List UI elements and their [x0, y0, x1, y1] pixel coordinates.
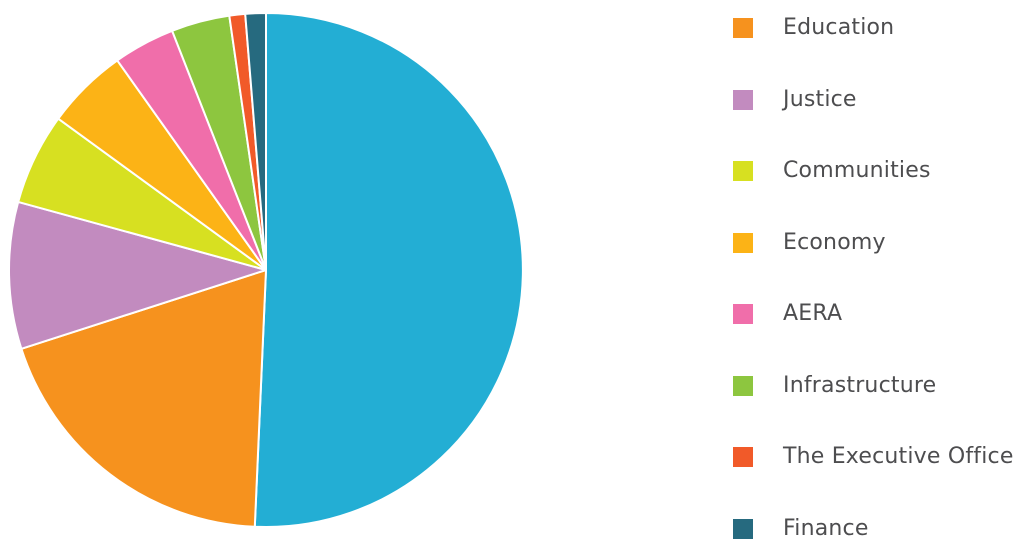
legend-item-infrastructure: Infrastructure	[733, 374, 936, 398]
legend-label-finance: Finance	[783, 516, 869, 541]
legend-swatch-education	[733, 18, 753, 38]
legend-item-economy: Economy	[733, 231, 886, 255]
legend-swatch-justice	[733, 90, 753, 110]
legend-label-economy: Economy	[783, 230, 886, 255]
legend-swatch-aera	[733, 304, 753, 324]
legend-label-aera: AERA	[783, 301, 843, 326]
legend-label-communities: Communities	[783, 158, 931, 183]
legend-label-the-executive-office: The Executive Office	[783, 444, 1014, 469]
legend-label-infrastructure: Infrastructure	[783, 373, 937, 398]
legend-swatch-communities	[733, 161, 753, 181]
pie-slice-justice	[8, 200, 267, 350]
legend-swatch-finance	[733, 519, 753, 539]
legend-label-education: Education	[783, 15, 895, 40]
legend-item-finance: Finance	[733, 517, 869, 541]
legend-item-aera: AERA	[733, 302, 842, 326]
legend-item-justice: Justice	[733, 88, 857, 112]
legend-item-education: Education	[733, 16, 894, 40]
chart-legend: Education Justice Communities Economy AE…	[733, 0, 1021, 541]
legend-item-communities: Communities	[733, 159, 931, 183]
pie-slice-unlabeled	[253, 12, 524, 528]
legend-swatch-infrastructure	[733, 376, 753, 396]
pie-slice-finance	[244, 11, 267, 271]
pie-slice-education	[20, 269, 267, 528]
pie-chart	[8, 11, 524, 528]
legend-label-justice: Justice	[783, 87, 857, 112]
legend-swatch-economy	[733, 233, 753, 253]
legend-swatch-the-executive-office	[733, 447, 753, 467]
legend-item-the-executive-office: The Executive Office	[733, 445, 1014, 469]
